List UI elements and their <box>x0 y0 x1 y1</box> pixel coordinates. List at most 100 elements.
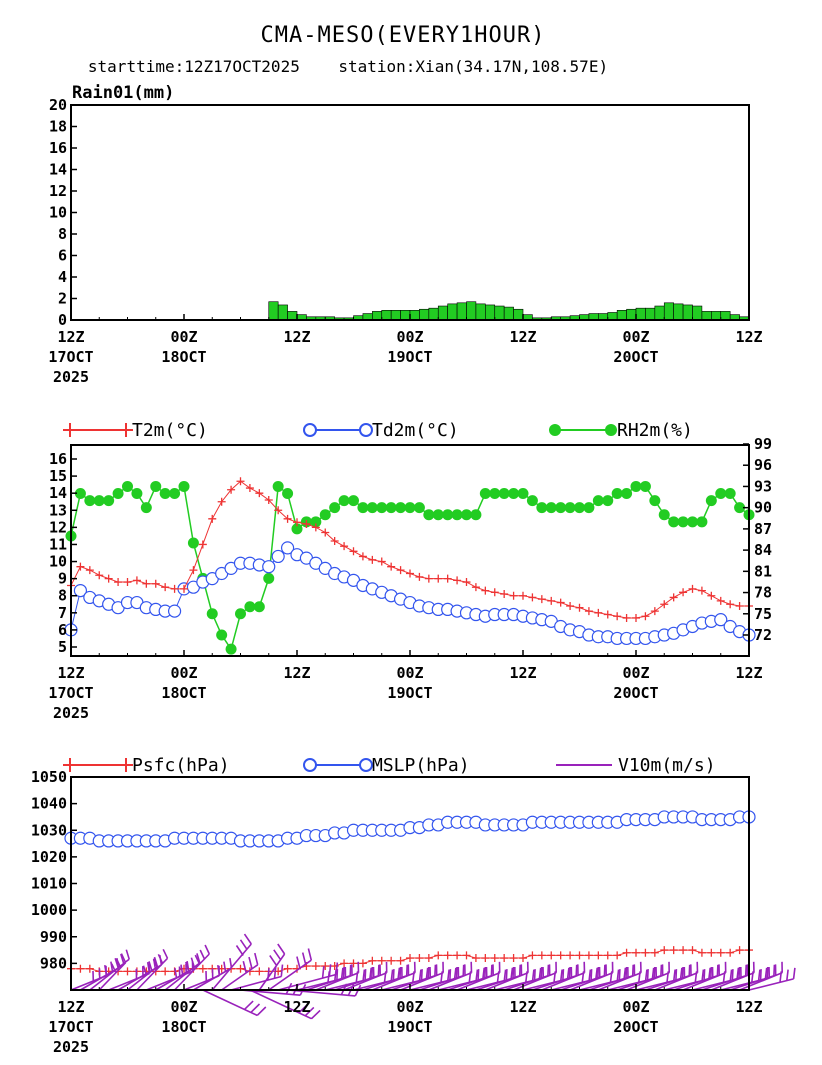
x-tick-date: 17OCT <box>48 684 93 702</box>
data-point <box>387 562 396 571</box>
rh2m-point <box>602 495 614 507</box>
rain-bar <box>447 303 458 321</box>
rain-bar <box>456 302 467 321</box>
rain-bar <box>626 308 637 321</box>
wind-barb <box>381 967 429 991</box>
data-point <box>528 951 537 960</box>
legend-marker <box>359 758 373 772</box>
data-point <box>132 576 141 585</box>
data-point <box>726 600 735 609</box>
wind-barb <box>729 964 776 991</box>
data-point <box>462 578 471 587</box>
wind-barb <box>400 961 444 991</box>
rh2m-point <box>84 495 96 507</box>
data-point <box>311 523 320 532</box>
legend-marker <box>359 423 373 437</box>
wind-barb <box>362 964 408 991</box>
data-point <box>396 956 405 965</box>
data-point <box>556 951 565 960</box>
data-point <box>311 962 320 971</box>
data-point <box>509 954 518 963</box>
y2-tick-label: 75 <box>754 605 772 623</box>
x-tick-label: 12Z <box>735 998 762 1016</box>
x-tick-label: 12Z <box>57 998 84 1016</box>
data-point <box>340 542 349 551</box>
x-tick-label: 12Z <box>283 328 310 346</box>
rh2m-point <box>74 488 86 500</box>
x-tick-label: 12Z <box>283 664 310 682</box>
wind-barb <box>664 967 711 991</box>
y2-tick-label: 87 <box>754 520 772 538</box>
legend-label: Psfc(hPa) <box>132 755 230 776</box>
data-point <box>76 964 85 973</box>
x-tick-label: 00Z <box>622 664 649 682</box>
data-point <box>198 964 207 973</box>
y-tick-label: 1030 <box>31 821 67 839</box>
y-tick-label: 12 <box>49 518 67 536</box>
rh2m-point <box>592 495 604 507</box>
x-tick-year: 2025 <box>53 368 89 386</box>
x-tick-date: 20OCT <box>613 348 658 366</box>
data-point <box>283 514 292 523</box>
data-point <box>377 956 386 965</box>
td2m-point <box>714 613 728 627</box>
data-point <box>650 607 659 616</box>
rh2m-point <box>705 495 717 507</box>
y-tick-label: 6 <box>58 621 67 639</box>
rh2m-point <box>432 509 444 521</box>
x-tick-label: 12Z <box>283 998 310 1016</box>
wind-barb <box>635 967 683 991</box>
x-tick-date: 20OCT <box>613 684 658 702</box>
data-point <box>358 959 367 968</box>
plot-frame <box>70 444 750 657</box>
legend-label: V10m(m/s) <box>618 755 716 776</box>
legend-marker <box>549 424 561 436</box>
data-point <box>434 951 443 960</box>
rain-bar <box>701 311 712 321</box>
td2m-point <box>73 583 88 598</box>
x-tick-label: 12Z <box>509 328 536 346</box>
rh2m-point <box>621 488 633 500</box>
data-point <box>716 948 725 957</box>
wind-barb <box>616 964 663 991</box>
rh2m-point <box>225 643 237 655</box>
rain-bar <box>663 302 674 321</box>
rh2m-point <box>658 509 670 521</box>
wind-barb <box>258 943 286 991</box>
data-point <box>161 583 170 592</box>
rh2m-point <box>169 488 181 500</box>
y-tick-label: 0 <box>58 311 67 329</box>
y2-tick-label: 81 <box>754 562 772 580</box>
data-point <box>500 590 509 599</box>
wind-barb <box>748 967 796 991</box>
y-tick-label: 20 <box>49 96 67 114</box>
y-tick-label: 1050 <box>31 768 67 786</box>
data-point <box>622 613 631 622</box>
rh2m-point <box>677 516 689 528</box>
data-point <box>575 951 584 960</box>
y-tick-label: 14 <box>49 161 67 179</box>
rh2m-point <box>357 502 369 514</box>
data-point <box>528 593 537 602</box>
x-tick-label: 00Z <box>170 998 197 1016</box>
rain-bar <box>268 301 279 321</box>
rh2m-point <box>442 509 454 521</box>
data-point <box>85 566 94 575</box>
data-point <box>424 574 433 583</box>
data-point <box>462 951 471 960</box>
x-tick-date: 19OCT <box>387 348 432 366</box>
wind-barbs <box>70 933 796 1020</box>
data-point <box>679 946 688 955</box>
wind-barb <box>711 961 755 991</box>
data-point <box>415 572 424 581</box>
wind-barb <box>127 956 159 991</box>
rh2m-point <box>715 488 727 500</box>
data-point <box>424 954 433 963</box>
rh2m-point <box>253 601 265 613</box>
data-point <box>123 967 132 976</box>
wind-barb <box>494 967 542 991</box>
rh2m-point <box>498 488 510 500</box>
x-tick-label: 12Z <box>509 664 536 682</box>
y-tick-label: 16 <box>49 450 67 468</box>
data-point <box>227 485 236 494</box>
